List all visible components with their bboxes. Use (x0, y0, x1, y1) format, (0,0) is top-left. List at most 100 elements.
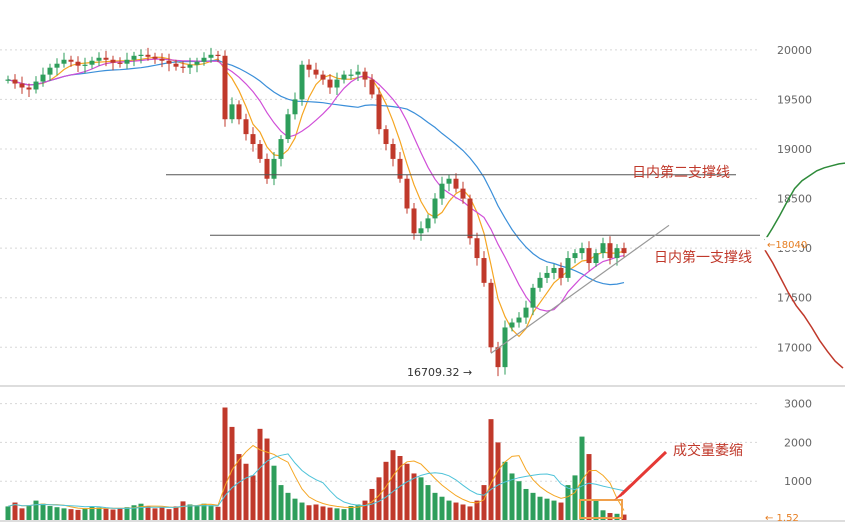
volume-bar (243, 463, 249, 520)
volume-bar (495, 442, 501, 520)
volume-bar (40, 503, 46, 520)
volume-bar (404, 463, 410, 520)
candle-body (369, 79, 375, 95)
candle-body (222, 55, 228, 120)
volume-shrink-label: 成交量萎缩 (673, 442, 743, 459)
volume-tick-label: 2000 (784, 436, 812, 449)
volume-bar (299, 502, 305, 520)
volume-bar (327, 507, 333, 520)
candle-body (82, 64, 88, 66)
volume-bar (124, 507, 130, 520)
candle-body (488, 282, 494, 348)
volume-tick-label: 3000 (784, 398, 812, 411)
volume-bar (474, 500, 480, 520)
volume-bar (152, 508, 158, 520)
side-curve-layer (764, 162, 845, 369)
candle-body (68, 59, 74, 62)
candle-body (411, 208, 417, 234)
ma-slow-line (7, 58, 625, 312)
volume-bar (257, 428, 263, 520)
candle-body (586, 248, 592, 264)
candle-body (54, 63, 60, 68)
candle-body (404, 178, 410, 209)
volume-bar (320, 506, 326, 520)
candle-body (131, 55, 137, 60)
volume-tick-label: 1000 (784, 475, 812, 488)
candle-body (551, 267, 557, 273)
candle-body (327, 79, 333, 88)
volume-bar (376, 477, 382, 520)
volume-bar (54, 507, 60, 520)
candle-body (285, 114, 291, 140)
volume-bar (145, 506, 151, 520)
candle-body (12, 79, 18, 84)
candle-body (439, 183, 445, 199)
volume-bar (194, 506, 200, 520)
candle-body (61, 59, 67, 64)
candle-body (474, 238, 480, 259)
volume-bar (201, 503, 207, 520)
candle-body (159, 58, 165, 61)
volume-bar (138, 503, 144, 520)
volume-highlight-box (579, 499, 623, 519)
candle-body (362, 71, 368, 80)
candle-body (306, 64, 312, 70)
volume-bar (103, 508, 109, 520)
candle-body (383, 129, 389, 145)
volume-bar (516, 481, 522, 520)
volume-bar (5, 506, 11, 520)
candle-body (271, 158, 277, 179)
volume-bar (82, 508, 88, 520)
volume-bar (481, 485, 487, 520)
price-tick-label: 20000 (777, 44, 812, 57)
volume-bar (397, 456, 403, 520)
candle-body (215, 54, 221, 56)
candle-body (250, 134, 256, 145)
candle-body (579, 248, 585, 254)
candle-body (5, 79, 11, 81)
candle-body (117, 62, 123, 64)
current-price-badge (765, 237, 801, 251)
volume-bar (159, 507, 165, 520)
candle-body (334, 79, 340, 88)
candle-body (278, 139, 284, 159)
volume-bar (383, 461, 389, 520)
volume-bar (306, 505, 312, 520)
candle-body (89, 60, 95, 65)
volume-bar (96, 507, 102, 520)
candle-body (145, 54, 151, 57)
candle-body (530, 287, 536, 308)
volume-bar (75, 509, 81, 520)
volume-bar (33, 500, 39, 520)
candle-body (460, 188, 466, 199)
candle-body (180, 66, 186, 68)
candle-body (523, 307, 529, 318)
candle-body (320, 74, 326, 80)
volume-bar (68, 509, 74, 520)
candle-body (509, 322, 515, 328)
volume-bar (551, 500, 557, 520)
volume-bar (390, 450, 396, 520)
candle-body (446, 178, 452, 184)
support-label-first: 日内第一支撑线 (654, 249, 752, 266)
candle-body (264, 158, 270, 179)
volume-arrow-shaft (620, 450, 668, 496)
candle-body (348, 74, 354, 76)
candle-body (26, 87, 32, 90)
volume-bar (341, 509, 347, 520)
volume-bar (89, 506, 95, 520)
volume-bar (19, 508, 25, 520)
candle-body (243, 119, 249, 135)
side-curve-lower (764, 249, 844, 369)
candle-body (558, 267, 564, 278)
volume-bar (222, 407, 228, 520)
candle-body (187, 64, 193, 68)
candle-body (593, 253, 599, 264)
ma-mid-line (7, 59, 625, 286)
candle-body (257, 144, 263, 159)
volume-bar (453, 502, 459, 520)
candle-body (565, 258, 571, 278)
volume-current-label: ← 1.52 (765, 513, 799, 524)
low-price-label: 16709.32 → (407, 366, 472, 379)
volume-bar (425, 485, 431, 520)
